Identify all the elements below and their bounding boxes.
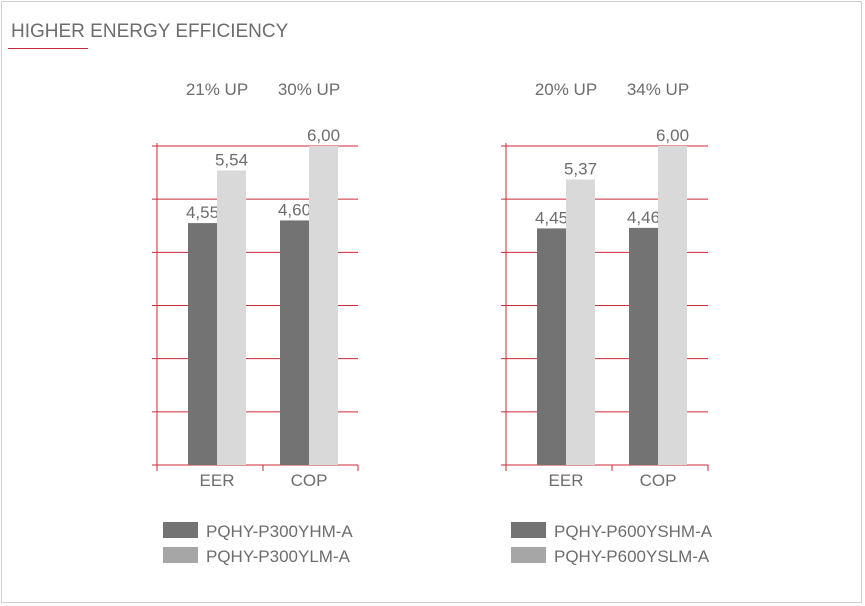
bar: [309, 146, 338, 465]
bar: [280, 220, 309, 465]
data-label: 4,55: [186, 203, 219, 222]
data-label: 4,46: [627, 208, 660, 227]
legend-label: PQHY-P600YSLM-A: [554, 547, 710, 566]
legend-swatch: [163, 522, 198, 538]
legend-label: PQHY-P300YLM-A: [206, 547, 351, 566]
data-label: 5,37: [564, 159, 597, 178]
page-title: HIGHER ENERGY EFFICIENCY: [11, 21, 289, 42]
tick-label: COP: [640, 471, 677, 490]
legend-label: PQHY-P300YHM-A: [206, 522, 353, 541]
data-label: 4,45: [535, 208, 568, 227]
bar: [537, 228, 566, 465]
bar: [188, 223, 217, 465]
improvement-label: 20% UP: [535, 80, 597, 99]
bar: [629, 227, 658, 465]
tick-label: EER: [200, 471, 235, 490]
legend-swatch: [511, 547, 546, 563]
data-label: 5,54: [215, 150, 248, 169]
data-label: 6,00: [307, 126, 340, 145]
chart-left: 4,55 5,54 EER 21% UP 4,60 6,00 COP 30% UP PQHY-P…: [152, 80, 359, 566]
legend-swatch: [511, 522, 546, 538]
data-label: 4,60: [278, 200, 311, 219]
bar: [566, 179, 595, 465]
bar: [658, 146, 687, 465]
title-underline: [8, 48, 88, 49]
bar: [217, 170, 246, 465]
improvement-label: 21% UP: [186, 80, 248, 99]
legend-swatch: [163, 547, 198, 563]
tick-label: EER: [549, 471, 584, 490]
tick-label: COP: [291, 471, 328, 490]
improvement-label: 30% UP: [278, 80, 340, 99]
improvement-label: 34% UP: [627, 80, 689, 99]
chart-right: 4,45 5,37 EER 20% UP 4,46 6,00 COP 34% UP PQHY-P…: [501, 80, 713, 566]
legend-label: PQHY-P600YSHM-A: [554, 522, 713, 541]
data-label: 6,00: [656, 126, 689, 145]
